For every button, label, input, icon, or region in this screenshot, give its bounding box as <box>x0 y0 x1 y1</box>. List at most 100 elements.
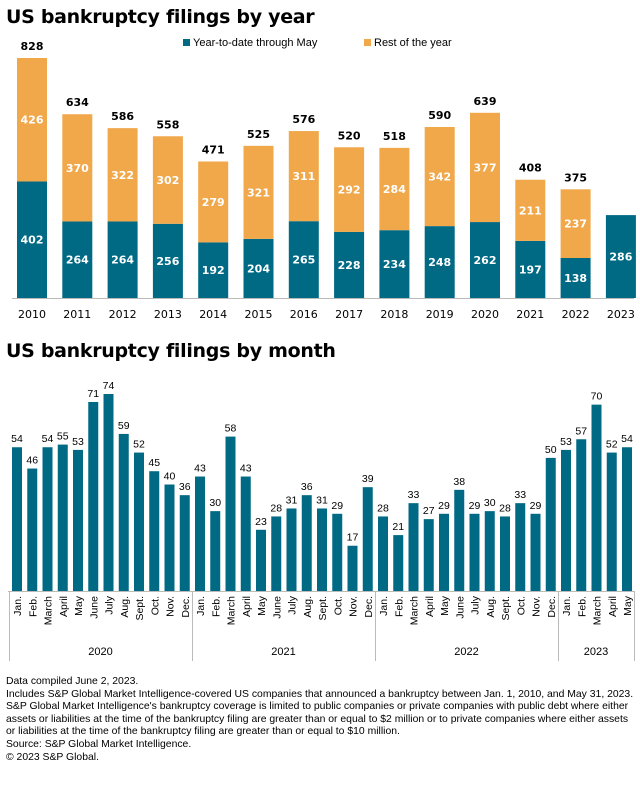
data-label-ytd-2014: 192 <box>202 264 225 277</box>
total-label-2014: 471 <box>202 143 225 156</box>
data-label-2022-june: 38 <box>453 476 465 488</box>
legend-label-rest: Rest of the year <box>374 37 452 49</box>
x-tick-2020-jan: Jan. <box>12 596 24 616</box>
data-label-2023-may: 54 <box>621 433 633 445</box>
bar-2021-may <box>256 529 266 591</box>
data-label-rest-2010: 426 <box>21 114 44 127</box>
note-data-compiled: Data compiled June 2, 2023. <box>6 676 139 687</box>
data-label-ytd-2012: 264 <box>111 254 134 267</box>
data-label-ytd-2021: 197 <box>519 263 542 276</box>
bar-2022-april <box>423 519 434 591</box>
data-label-rest-2012: 322 <box>111 169 134 182</box>
bar-ytd-2021 <box>515 240 546 298</box>
bar-2023-jan <box>561 449 571 591</box>
bar-2022-oct <box>515 503 526 591</box>
data-label-rest-2021: 211 <box>519 204 542 217</box>
total-label-2010: 828 <box>21 40 44 53</box>
data-label-2022-jan: 28 <box>377 502 389 514</box>
data-label-2020-july: 74 <box>103 380 115 392</box>
data-label-2020-jan: 54 <box>11 433 23 445</box>
data-label-ytd-2013: 256 <box>156 255 179 268</box>
data-label-rest-2014: 279 <box>202 196 225 209</box>
bar-rest-2018 <box>379 147 410 231</box>
data-label-2023-feb: 57 <box>575 425 587 437</box>
bar-2021-dec <box>362 487 373 591</box>
bar-2021-oct <box>332 513 343 591</box>
bar-2022-may <box>439 513 449 591</box>
data-label-2020-may: 53 <box>72 436 84 448</box>
x-tick-2020-feb: Feb. <box>27 596 39 617</box>
bar-ytd-2013 <box>152 223 183 298</box>
data-label-ytd-2015: 204 <box>247 262 270 275</box>
data-label-2021-aug: 36 <box>301 481 313 493</box>
x-tick-2023-march: March <box>592 596 604 625</box>
x-tick-2020-nov: Nov. <box>165 596 177 617</box>
x-tick-2020-april: April <box>58 596 70 617</box>
x-tick-2021-jan: Jan. <box>195 596 207 616</box>
x-tick-2022-june: June <box>454 596 466 619</box>
bar-ytd-2010 <box>17 181 47 298</box>
data-label-2022-may: 29 <box>438 500 450 512</box>
x-tick-2022-oct: Oct. <box>515 596 527 615</box>
data-label-2021-july: 31 <box>286 494 298 506</box>
legend-swatch-rest <box>364 39 371 46</box>
x-tick-2010: 2010 <box>18 308 46 321</box>
x-tick-2020-oct: Oct. <box>149 596 161 615</box>
total-label-2019: 590 <box>428 109 451 122</box>
bar-ytd-2019 <box>424 226 455 298</box>
x-tick-2020-july: July <box>104 595 116 614</box>
bar-2022-dec <box>545 457 556 591</box>
bar-rest-2012 <box>107 128 138 222</box>
bar-2020-may <box>73 449 83 591</box>
legend: Year-to-date through May Rest of the year <box>183 37 452 49</box>
bar-2021-jan <box>195 476 205 591</box>
x-tick-2022-sept: Sept. <box>500 596 512 621</box>
x-tick-2020: 2020 <box>471 308 499 321</box>
x-tick-2021-feb: Feb. <box>210 596 222 617</box>
x-tick-2022-nov: Nov. <box>531 596 543 617</box>
data-label-2022-march: 33 <box>408 489 420 501</box>
data-label-2021-march: 58 <box>225 423 237 435</box>
x-tick-2020-dec: Dec. <box>180 596 192 618</box>
bar-2021-aug <box>301 495 312 591</box>
x-tick-2023-april: April <box>607 596 619 617</box>
x-tick-2021-aug: Aug. <box>302 596 314 618</box>
group-label-2021: 2021 <box>271 646 295 658</box>
x-tick-2013: 2013 <box>154 308 182 321</box>
note-coverage-dates: Includes S&P Global Market Intelligence-… <box>6 688 634 700</box>
bar-ytd-2011 <box>62 221 93 298</box>
bar-2022-jan <box>378 516 388 591</box>
data-label-rest-2019: 342 <box>428 171 451 184</box>
bar-2022-aug <box>484 511 495 591</box>
group-label-2020: 2020 <box>88 646 112 658</box>
data-label-ytd-2016: 265 <box>292 254 315 267</box>
data-label-rest-2017: 292 <box>338 184 361 197</box>
bar-2021-feb <box>210 511 221 591</box>
bar-2022-march <box>408 503 419 591</box>
data-label-2021-sept: 31 <box>316 494 328 506</box>
bar-2022-feb <box>393 535 404 591</box>
x-tick-2021-april: April <box>241 596 253 617</box>
bar-2023-feb <box>576 439 587 591</box>
bar-ytd-2022 <box>560 258 591 298</box>
data-label-ytd-2011: 264 <box>66 254 89 267</box>
bar-rest-2021 <box>515 179 546 241</box>
bar-2023-may <box>622 447 632 591</box>
bar-ytd-2017 <box>334 231 365 298</box>
data-label-rest-2016: 311 <box>292 170 315 183</box>
data-label-2021-april: 43 <box>240 463 252 475</box>
bar-2022-june <box>454 489 465 591</box>
footnotes: Data compiled June 2, 2023. Includes S&P… <box>6 676 636 764</box>
chart-title-by-year: US bankruptcy filings by year <box>6 6 315 28</box>
x-tick-2022-march: March <box>409 596 421 625</box>
bar-2021-march <box>225 436 236 591</box>
x-tick-2021-dec: Dec. <box>363 596 375 618</box>
bar-2020-aug <box>118 433 129 591</box>
chart-title-by-month: US bankruptcy filings by month <box>6 340 336 362</box>
total-label-2012: 586 <box>111 110 134 123</box>
bar-2020-oct <box>149 471 160 591</box>
data-label-rest-2015: 321 <box>247 186 270 199</box>
data-label-ytd-2020: 262 <box>474 254 497 267</box>
data-label-2022-oct: 33 <box>514 489 526 501</box>
bar-rest-2015 <box>243 145 274 239</box>
